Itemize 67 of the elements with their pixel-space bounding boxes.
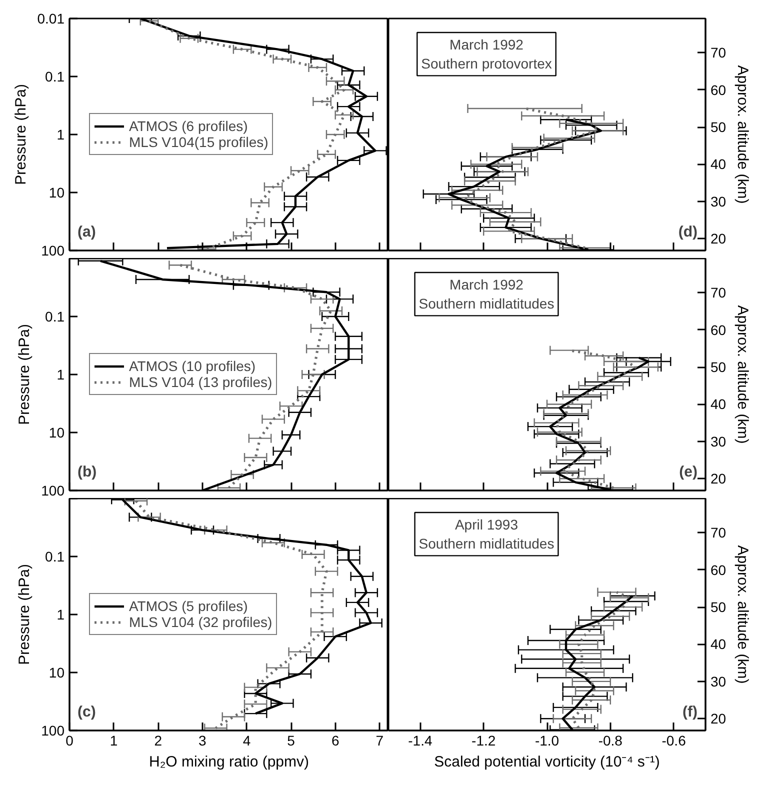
y-tick-label: 50 <box>710 119 726 136</box>
y-tick-label: 0.1 <box>45 68 65 84</box>
y-axis-title: Approx. altitude (km) <box>734 65 752 204</box>
y-tick-label: 0.01 <box>37 10 65 26</box>
y-tick-label: 100 <box>41 722 65 738</box>
legend-label: MLS V104 (32 profiles) <box>129 614 272 630</box>
y-tick-label: 30 <box>710 433 726 450</box>
y-tick-label: 60 <box>710 82 726 98</box>
x-tick-label: 0 <box>66 732 74 748</box>
y-tick-label: 1 <box>56 366 65 382</box>
legend-label: MLS V104(15 profiles) <box>129 134 268 150</box>
x-tick-label: 7 <box>376 732 384 748</box>
y-tick-label: 50 <box>710 359 726 376</box>
annotation: (d) <box>678 224 698 240</box>
x-tick-label: 3 <box>198 732 207 748</box>
y-tick-label: 70 <box>710 284 726 301</box>
x-tick-label: -1.2 <box>472 732 496 748</box>
annotation: (e) <box>679 464 698 480</box>
x-tick-label: 2 <box>154 732 162 748</box>
y-tick-label: 20 <box>710 710 726 727</box>
y-axis-title: Pressure (hPa) <box>12 84 30 185</box>
annotation: March 1992 Southern midlatitudes <box>418 276 554 312</box>
annotation: (f) <box>682 704 698 720</box>
y-tick-label: 40 <box>710 396 726 412</box>
annotation: (c) <box>78 704 96 720</box>
y-tick-label: 20 <box>710 230 726 247</box>
x-tick-label: 6 <box>331 732 340 748</box>
annotation: (a) <box>78 224 96 240</box>
x-tick-label: 1 <box>110 732 118 748</box>
y-tick-label: 0.1 <box>45 548 65 564</box>
y-tick-label: 70 <box>710 524 726 541</box>
x-tick-label: 4 <box>242 732 251 748</box>
legend-label: MLS V104 (13 profiles) <box>129 374 272 390</box>
annotation: (b) <box>78 464 97 480</box>
annotation: March 1992 Southern protovortex <box>421 36 552 72</box>
y-tick-label: 10 <box>48 184 65 200</box>
y-tick-label: 20 <box>710 470 726 487</box>
x-tick-label: -1.0 <box>534 732 560 748</box>
y-tick-label: 50 <box>710 599 726 616</box>
y-axis-title: Approx. altitude (km) <box>734 305 752 444</box>
legend-label: ATMOS (6 profiles) <box>129 118 248 134</box>
x-tick-label: -1.4 <box>408 732 432 748</box>
x-tick-label: 5 <box>287 732 296 748</box>
y-tick-label: 40 <box>710 156 726 172</box>
annotation: April 1993 Southern midlatitudes <box>418 516 554 552</box>
legend-label: ATMOS (5 profiles) <box>129 598 248 614</box>
x-axis-title: H₂O mixing ratio (ppmv) <box>148 754 310 770</box>
y-tick-label: 40 <box>710 636 726 652</box>
y-axis-title: Pressure (hPa) <box>16 324 34 425</box>
y-tick-label: 1 <box>56 606 65 622</box>
x-tick-label: -0.8 <box>598 732 623 748</box>
legend-label: ATMOS (10 profiles) <box>129 358 256 374</box>
y-tick-label: 60 <box>710 322 726 338</box>
y-tick-label: 1 <box>56 126 65 142</box>
y-tick-label: 100 <box>41 482 65 498</box>
y-tick-label: 10 <box>48 664 65 680</box>
y-tick-label: 30 <box>710 193 726 210</box>
y-tick-label: 30 <box>710 673 726 690</box>
y-tick-label: 60 <box>710 562 726 578</box>
y-axis-title: Approx. altitude (km) <box>734 545 752 684</box>
y-tick-label: 10 <box>48 424 65 440</box>
y-tick-label: 70 <box>710 44 726 61</box>
y-tick-label: 100 <box>41 242 65 258</box>
x-axis-title: Scaled potential vorticity (10⁻⁴ s⁻¹) <box>434 754 660 770</box>
y-axis-title: Pressure (hPa) <box>16 564 34 665</box>
x-tick-label: -0.6 <box>662 732 686 748</box>
y-tick-label: 0.1 <box>45 308 65 324</box>
